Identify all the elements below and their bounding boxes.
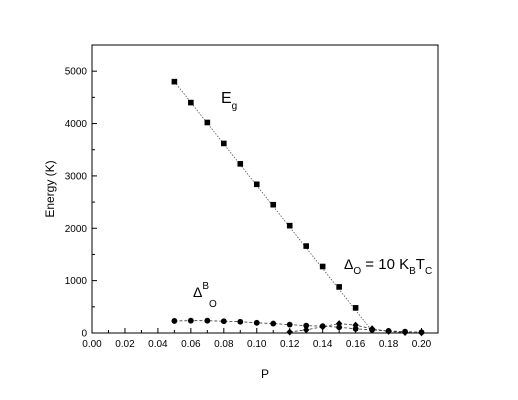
eg-point <box>270 201 277 208</box>
delta-o-point <box>302 326 310 334</box>
annotation-delta-o: ΔO = 10 KBTC <box>344 256 432 277</box>
delta-b-point <box>187 317 194 324</box>
delta-o-point <box>319 323 326 331</box>
x-tick-label: 0.06 <box>181 339 201 350</box>
eg-point <box>237 161 244 167</box>
delta-o-point <box>352 321 359 329</box>
delta-o-point <box>335 320 343 328</box>
eg-point <box>188 99 194 106</box>
annotation-delta-b: ΔB <box>193 281 209 300</box>
eg-point <box>171 78 178 85</box>
x-tick-label: 0.04 <box>148 339 168 350</box>
annotation-delta-b-base: Δ <box>193 284 202 300</box>
y-tick-label: 2000 <box>65 224 88 235</box>
annotation-delta-o-part3: B <box>409 266 416 277</box>
y-tick-label: 1000 <box>65 276 88 287</box>
annotation-delta-o-part2: = 10 K <box>361 256 409 273</box>
annotation-eg-sub: g <box>232 101 238 112</box>
x-tick-label: 0.16 <box>346 339 366 350</box>
annotation-delta-o-part5: C <box>425 266 432 277</box>
x-tick-label: 0.08 <box>214 339 234 350</box>
plot-frame <box>91 44 439 334</box>
annotation-eg: Eg <box>221 90 237 112</box>
annotation-delta-o-part1: O <box>353 266 361 277</box>
delta-b-point <box>220 318 227 325</box>
y-tick-label: 0 <box>81 329 87 340</box>
x-axis-ticks: 0.00 0.02 0.04 0.06 0.08 0.10 0.12 0.14 0.16 0.18… <box>82 328 432 350</box>
delta-o-point <box>368 325 376 333</box>
eg-point <box>319 263 326 270</box>
x-tick-label: 0.00 <box>82 339 102 350</box>
eg-point <box>303 243 309 249</box>
y-axis-ticks: 0 1000 2000 3000 4000 5000 <box>65 44 97 340</box>
annotation-delta-o-part4: T <box>416 256 425 273</box>
delta-o-point <box>418 329 425 337</box>
delta-o-point <box>401 328 409 336</box>
y-axis-title: Energy (K) <box>43 160 57 217</box>
annotation-delta-o-part0: Δ <box>344 256 353 272</box>
x-tick-label: 0.18 <box>379 339 399 350</box>
x-tick-label: 0.02 <box>115 339 135 350</box>
annotation-delta-b-subscript: O <box>209 299 217 310</box>
eg-point <box>352 305 359 311</box>
series-lines <box>174 81 422 334</box>
annotation-eg-base: E <box>221 90 232 107</box>
y-tick-label: 5000 <box>65 67 88 78</box>
eg-point <box>336 284 342 290</box>
delta-o-point <box>286 328 293 336</box>
delta-b-point <box>171 318 178 324</box>
x-tick-label: 0.20 <box>412 339 432 350</box>
delta-o-point <box>385 327 392 335</box>
delta-b-point <box>286 321 293 328</box>
annotation-delta-b-sup: B <box>202 281 209 292</box>
eg-point <box>204 119 211 126</box>
delta-b-point <box>270 320 277 327</box>
delta-b-point <box>204 317 211 324</box>
y-tick-label: 4000 <box>65 119 88 130</box>
delta-b-point <box>352 325 359 332</box>
x-tick-label: 0.12 <box>280 339 300 350</box>
x-axis-title: P <box>261 367 269 381</box>
delta-b-point <box>253 319 260 326</box>
x-tick-label: 0.14 <box>313 339 333 350</box>
x-tick-label: 0.10 <box>247 339 267 350</box>
y-tick-label: 3000 <box>65 171 88 182</box>
series-markers <box>171 78 425 337</box>
delta-b-point <box>336 324 343 331</box>
eg-point <box>221 140 227 147</box>
eg-point <box>286 222 293 229</box>
eg-point <box>253 181 260 188</box>
delta-b-point <box>237 318 244 325</box>
delta-b-point <box>303 322 310 329</box>
